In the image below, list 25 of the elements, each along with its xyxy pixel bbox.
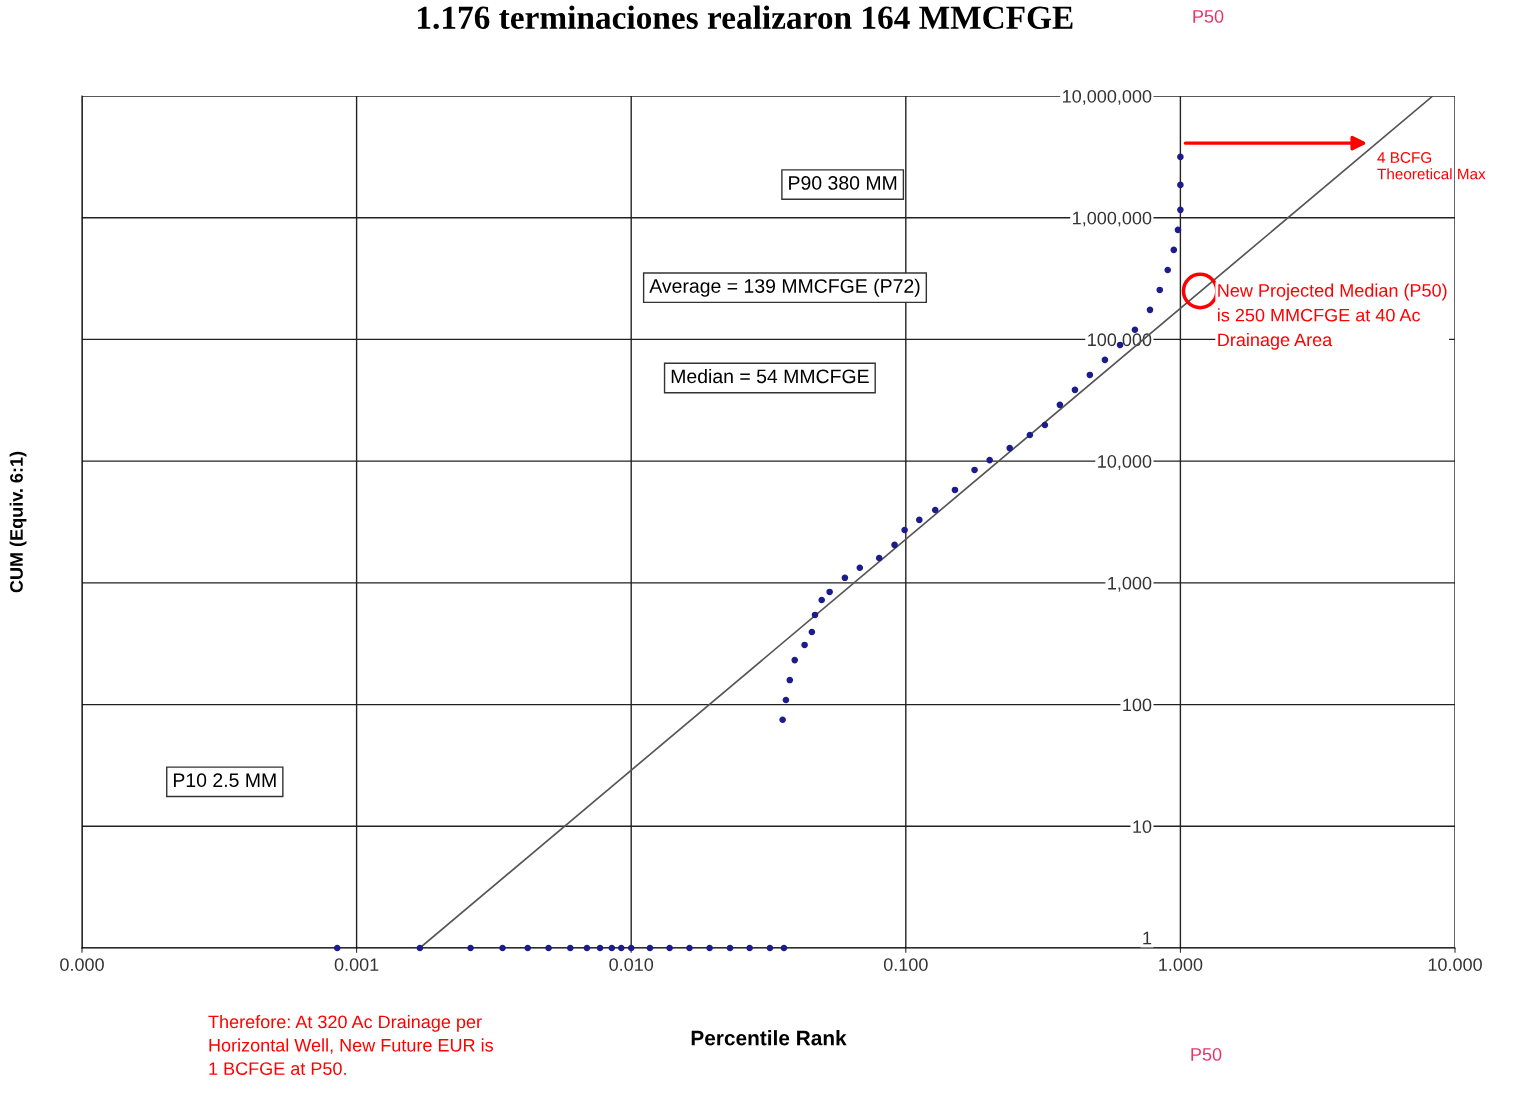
x-tick-label: 0.010: [609, 958, 654, 971]
y-tick-label: 1,000,000: [1073, 211, 1152, 227]
annotation: Median = 54 MMCFGE: [671, 368, 869, 384]
text: P50: [1193, 10, 1224, 23]
annotation: 4 BCFG Theoretical Max: [1377, 152, 1486, 180]
y-tick-label: 1,000: [1108, 576, 1152, 592]
y-tick-label: 10,000,000: [1063, 89, 1152, 105]
annotation: New Projected Median (P50) is 250 MMCFGE at 40 Ac Drainage Area: [1218, 283, 1447, 350]
y-tick-label: 10: [1133, 820, 1152, 834]
text: Therefore: At 320 Ac Drainage per Horizontal Well, New Future EUR is 1 BCFGE at P50.: [208, 1015, 493, 1076]
annotation: P10 2.5 MM: [173, 773, 276, 788]
annotation: P90 380 MM: [789, 176, 897, 190]
y-tick-label: 1: [1143, 931, 1152, 945]
chart-title: 1.176 terminaciones realizaron 164 MMCFGE: [418, 5, 1073, 30]
y-axis-title: CUM (Equiv. 6:1): [9, 451, 27, 593]
x-tick-label: 0.000: [60, 958, 104, 971]
x-tick-label: 0.001: [334, 958, 379, 971]
annotation: Average = 139 MMCFGE (P72): [649, 278, 920, 297]
text: P50: [1191, 1048, 1222, 1061]
x-axis-title: Percentile Rank: [691, 1030, 847, 1046]
x-tick-label: 1.000: [1159, 958, 1203, 971]
x-tick-label: 0.100: [883, 958, 928, 971]
y-tick-label: 10,000: [1098, 455, 1152, 470]
y-tick-label: 100: [1123, 698, 1152, 712]
x-tick-label: 10.000: [1428, 958, 1482, 971]
